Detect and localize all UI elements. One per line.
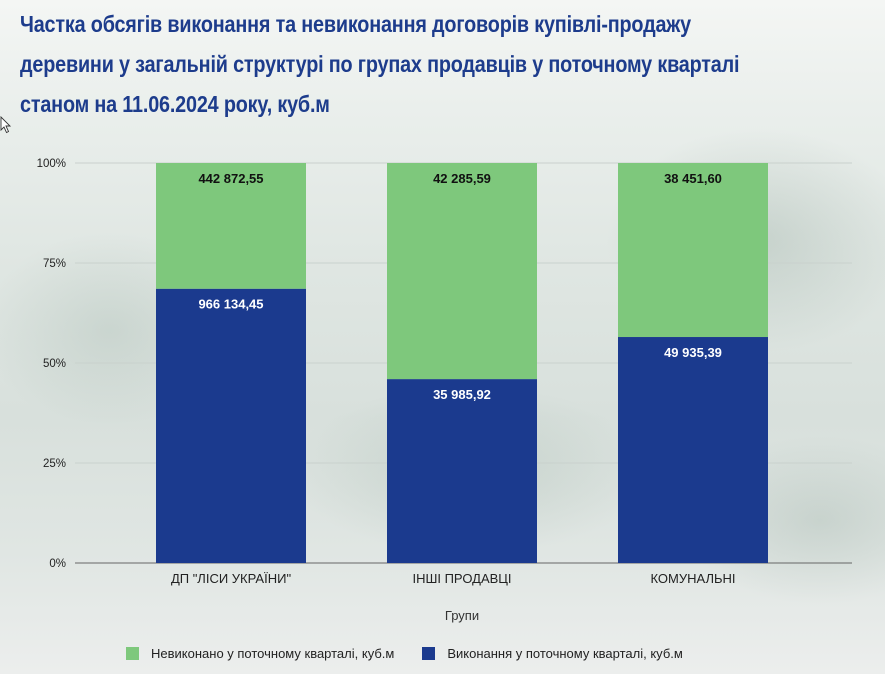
y-tick-label: 75% xyxy=(43,258,66,270)
data-label: 35 985,92 xyxy=(433,387,491,402)
x-axis-title: Групи xyxy=(445,608,479,623)
legend-label: Виконання у поточному кварталі, куб.м xyxy=(447,645,683,661)
y-tick-label: 50% xyxy=(43,358,66,370)
data-label: 966 134,45 xyxy=(198,297,263,312)
data-label: 442 872,55 xyxy=(198,171,263,186)
stacked-bar-chart: 0% 25% 50% 75% 100% 966 134,45 442 872,55 ДП "Л… xyxy=(37,158,852,623)
data-label: 42 285,59 xyxy=(433,171,491,186)
data-label: 49 935,39 xyxy=(664,345,722,360)
bar-segment-not-completed xyxy=(387,163,537,380)
data-label: 38 451,60 xyxy=(664,171,722,186)
bar-segment-completed xyxy=(156,288,306,563)
y-tick-label: 0% xyxy=(49,558,66,570)
chart-legend: Невиконано у поточному кварталі, куб.м Ви… xyxy=(126,642,711,664)
legend-swatch xyxy=(422,646,436,660)
bar-segment-completed xyxy=(387,379,537,563)
legend-swatch xyxy=(126,646,139,660)
legend-label: Невиконано у поточному кварталі, куб.м xyxy=(151,645,395,661)
x-category-label: ІНШІ ПРОДАВЦІ xyxy=(412,571,511,586)
x-category-label: ДП "ЛІСИ УКРАЇНИ" xyxy=(171,571,292,586)
x-category-label: КОМУНАЛЬНІ xyxy=(650,571,735,586)
legend-item: Невиконано у поточному кварталі, куб.м xyxy=(126,646,394,661)
y-tick-label: 25% xyxy=(43,458,66,470)
legend-item: Виконання у поточному кварталі, куб.м xyxy=(422,645,683,661)
chart-title: Частка обсягів виконання та невиконання … xyxy=(20,11,740,117)
bar-segment-not-completed xyxy=(156,163,306,289)
bar-segment-not-completed xyxy=(618,163,768,338)
mouse-pointer-icon xyxy=(0,116,12,134)
bar-segment-completed xyxy=(618,337,768,563)
y-tick-label: 100% xyxy=(37,158,66,170)
